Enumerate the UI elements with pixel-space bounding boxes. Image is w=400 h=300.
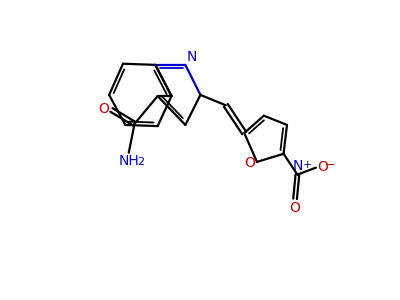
Text: +: + bbox=[302, 160, 312, 170]
Text: O: O bbox=[317, 160, 328, 173]
Text: 2: 2 bbox=[138, 157, 145, 167]
Text: N: N bbox=[186, 50, 197, 64]
Text: O: O bbox=[99, 102, 110, 116]
Text: O: O bbox=[244, 156, 255, 170]
Text: −: − bbox=[325, 159, 335, 172]
Text: O: O bbox=[290, 201, 300, 215]
Text: NH: NH bbox=[118, 154, 139, 168]
Text: N: N bbox=[292, 159, 302, 173]
